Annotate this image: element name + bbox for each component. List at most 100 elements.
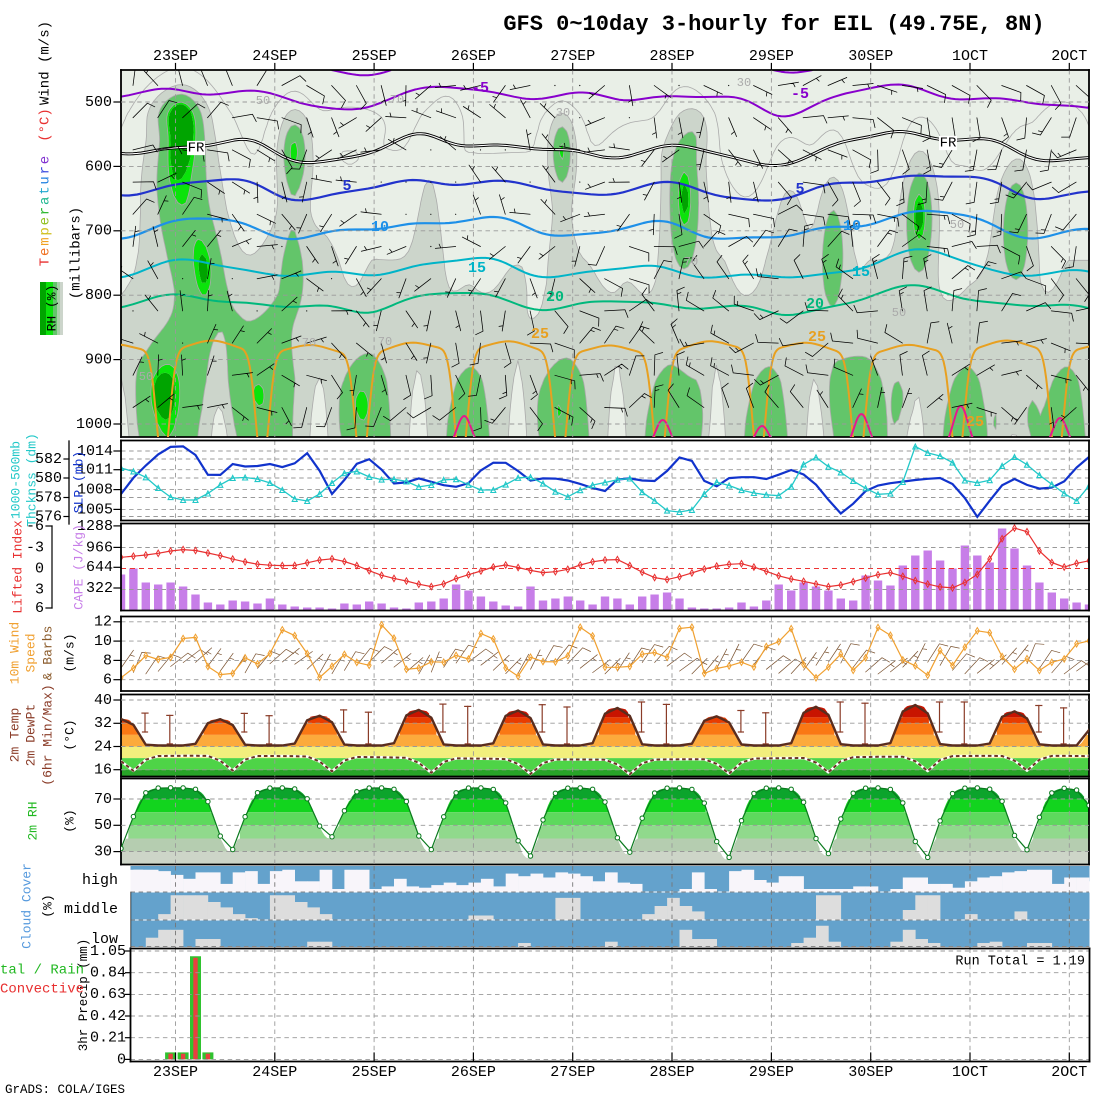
svg-text:25: 25 (531, 326, 549, 343)
svg-text:1008: 1008 (77, 482, 113, 499)
svg-text:p: p (38, 227, 54, 235)
svg-text:T: T (38, 258, 54, 266)
svg-text:RH (%): RH (%) (44, 285, 59, 332)
svg-text:-3: -3 (26, 539, 44, 556)
svg-text:24SEP: 24SEP (252, 1064, 297, 1081)
svg-text:10: 10 (371, 219, 389, 236)
svg-text:1OCT: 1OCT (952, 48, 988, 65)
svg-text:900: 900 (85, 352, 112, 369)
svg-text:50: 50 (950, 218, 964, 232)
svg-text:-5: -5 (791, 86, 809, 103)
svg-text:u: u (38, 176, 54, 184)
svg-text:GFS 0~10day 3-hourly for EIL (: GFS 0~10day 3-hourly for EIL (49.75E, 8N… (503, 12, 1044, 37)
svg-text:6: 6 (35, 600, 44, 617)
svg-text:Wind (m/s): Wind (m/s) (38, 21, 54, 105)
svg-text:5: 5 (342, 178, 351, 195)
svg-text:12: 12 (94, 614, 112, 631)
svg-text:3: 3 (35, 581, 44, 598)
svg-text:25SEP: 25SEP (352, 1064, 397, 1081)
svg-text:1014: 1014 (77, 443, 113, 460)
svg-text:3hr Precip (mm): 3hr Precip (mm) (77, 939, 91, 1052)
svg-text:26SEP: 26SEP (451, 48, 496, 65)
svg-text:-5: -5 (471, 80, 489, 97)
svg-text:0.21: 0.21 (90, 1030, 126, 1047)
svg-text:(°C): (°C) (38, 108, 54, 142)
svg-text:29SEP: 29SEP (749, 1064, 794, 1081)
svg-text:2OCT: 2OCT (1051, 48, 1087, 65)
svg-text:1005: 1005 (77, 501, 113, 518)
svg-text:580: 580 (35, 470, 62, 487)
svg-text:0.42: 0.42 (90, 1008, 126, 1025)
svg-text:1000: 1000 (76, 416, 112, 433)
svg-text:r: r (38, 207, 54, 215)
svg-text:0.63: 0.63 (90, 986, 126, 1003)
svg-text:Convective: Convective (0, 982, 84, 998)
svg-text:1011: 1011 (77, 462, 113, 479)
svg-text:27SEP: 27SEP (550, 48, 595, 65)
svg-text:50: 50 (94, 817, 112, 834)
svg-text:6: 6 (103, 672, 112, 689)
svg-text:10: 10 (94, 633, 112, 650)
svg-text:800: 800 (85, 287, 112, 304)
svg-text:50: 50 (139, 370, 153, 384)
svg-text:2OCT: 2OCT (1051, 1064, 1087, 1081)
svg-text:-6: -6 (26, 518, 44, 535)
svg-text:(°C): (°C) (62, 719, 77, 750)
svg-text:23SEP: 23SEP (153, 1064, 198, 1081)
svg-text:& Barbs: & Barbs (40, 626, 55, 681)
svg-text:29SEP: 29SEP (749, 48, 794, 65)
svg-text:966: 966 (86, 539, 113, 556)
svg-text:(m/s): (m/s) (62, 633, 77, 672)
svg-text:500: 500 (85, 94, 112, 111)
svg-text:Run Total = 1.19: Run Total = 1.19 (955, 955, 1085, 970)
svg-text:70: 70 (390, 93, 404, 107)
svg-text:50: 50 (256, 94, 270, 108)
svg-text:20: 20 (546, 289, 564, 306)
svg-text:644: 644 (86, 559, 113, 576)
svg-text:e: e (38, 156, 54, 164)
svg-text:578: 578 (35, 489, 62, 506)
svg-text:low: low (91, 931, 118, 948)
svg-text:30SEP: 30SEP (848, 1064, 893, 1081)
svg-text:a: a (38, 197, 54, 205)
svg-text:Cloud Cover: Cloud Cover (19, 863, 34, 949)
svg-text:5: 5 (795, 181, 804, 198)
svg-text:FR: FR (188, 141, 205, 157)
svg-text:(millibars): (millibars) (69, 207, 85, 299)
svg-text:15: 15 (468, 260, 486, 277)
svg-text:26SEP: 26SEP (451, 1064, 496, 1081)
svg-text:10: 10 (843, 218, 861, 235)
svg-text:1288: 1288 (77, 518, 113, 535)
svg-text:m: m (38, 237, 54, 245)
svg-text:27SEP: 27SEP (550, 1064, 595, 1081)
svg-text:1000-500mb: 1000-500mb (8, 441, 23, 519)
svg-text:70: 70 (94, 791, 112, 808)
svg-text:Speed: Speed (23, 633, 38, 672)
svg-text:10m Wind: 10m Wind (7, 622, 22, 684)
svg-text:70: 70 (684, 255, 698, 269)
svg-text:r: r (38, 166, 54, 174)
svg-text:2m RH: 2m RH (25, 801, 40, 840)
svg-text:2m Temp: 2m Temp (7, 708, 22, 763)
svg-text:70: 70 (378, 335, 392, 349)
svg-text:700: 700 (85, 223, 112, 240)
svg-text:e: e (38, 217, 54, 225)
svg-text:16: 16 (94, 762, 112, 779)
svg-text:582: 582 (35, 451, 62, 468)
svg-text:322: 322 (86, 580, 113, 597)
svg-text:25SEP: 25SEP (352, 48, 397, 65)
svg-text:high: high (82, 872, 118, 889)
svg-text:30: 30 (556, 106, 570, 120)
svg-text:2m DewPt: 2m DewPt (23, 704, 38, 766)
svg-text:(%): (%) (40, 894, 55, 917)
svg-text:FR: FR (940, 136, 957, 152)
svg-text:40: 40 (94, 692, 112, 709)
svg-text:t: t (38, 186, 54, 194)
svg-text:576: 576 (35, 508, 62, 525)
svg-text:1.05: 1.05 (90, 943, 126, 960)
svg-text:70: 70 (302, 336, 316, 350)
svg-text:CAPE (J/kg): CAPE (J/kg) (71, 524, 86, 610)
svg-text:Lifted Index: Lifted Index (10, 520, 25, 614)
svg-text:0.84: 0.84 (90, 965, 126, 982)
svg-text:20: 20 (806, 296, 824, 313)
